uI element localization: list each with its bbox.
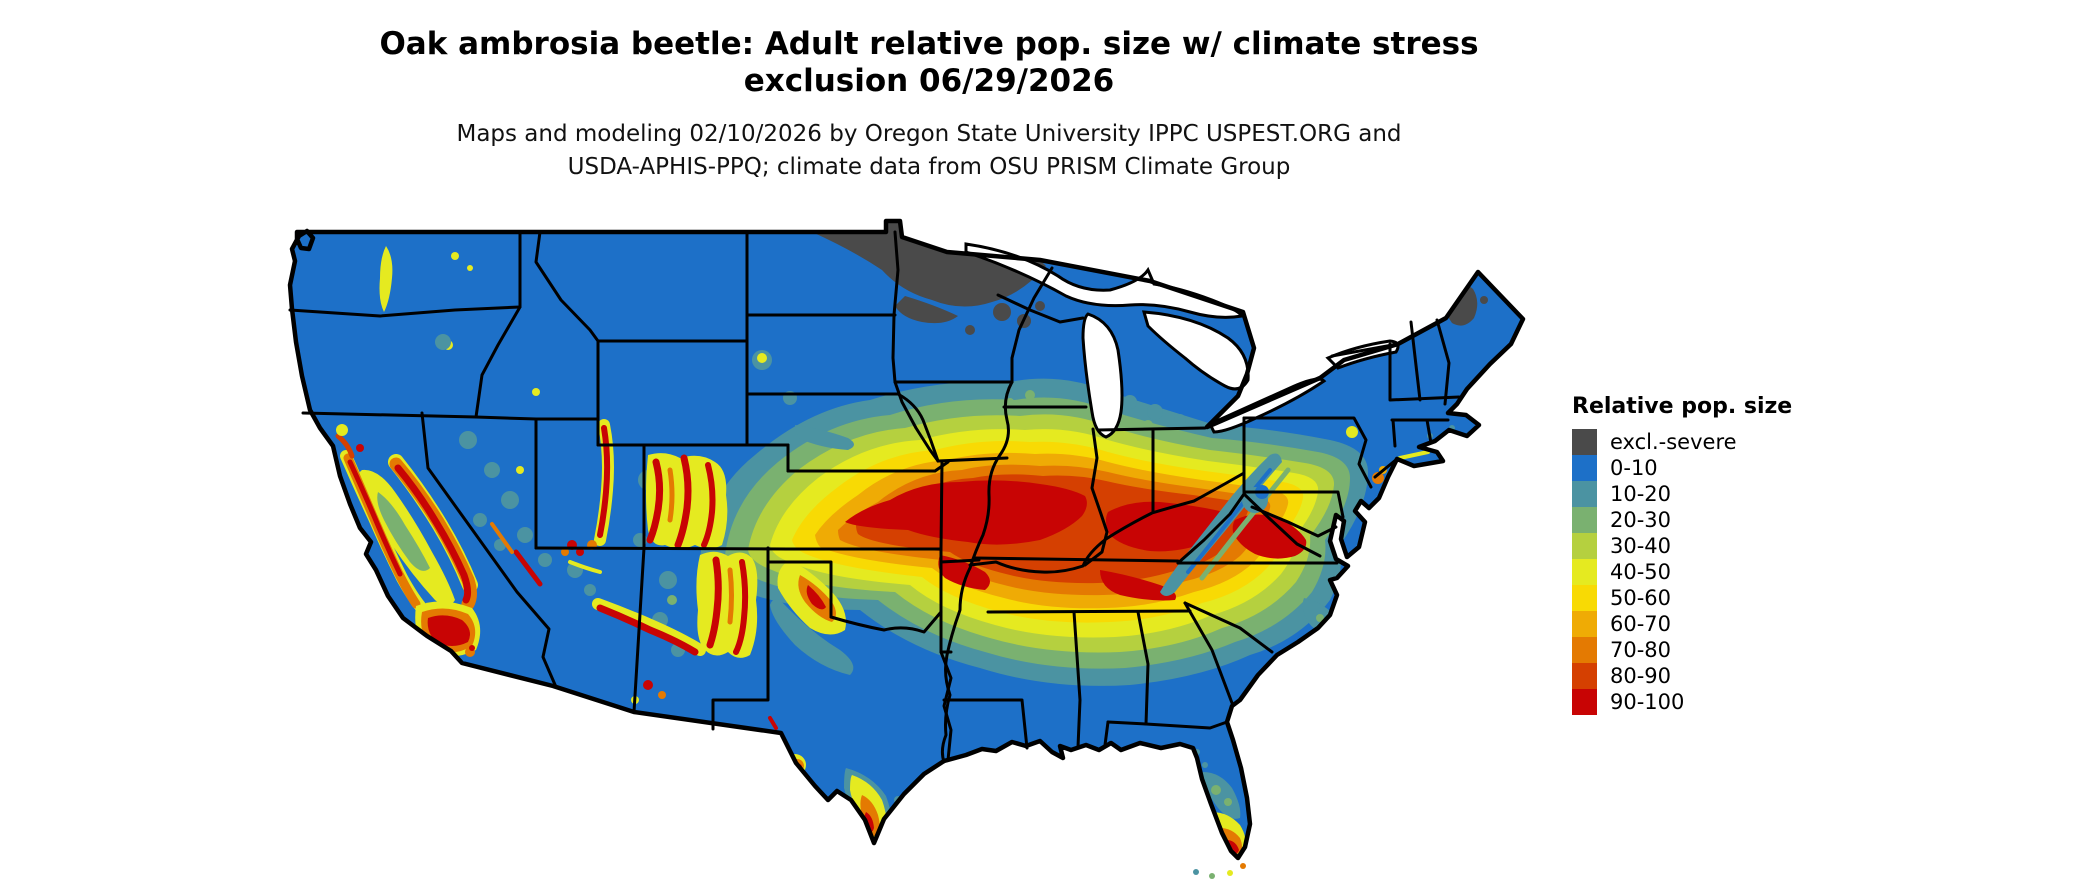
- legend-row-10-20: 10-20: [1572, 481, 1792, 507]
- legend-label: 90-100: [1610, 690, 1685, 714]
- legend-row-0-10: 0-10: [1572, 455, 1792, 481]
- legend-swatch-90-100: [1572, 689, 1597, 715]
- legend-row-70-80: 70-80: [1572, 637, 1792, 663]
- lake-erie: [1207, 377, 1327, 434]
- heat-western-ridges: [335, 246, 828, 801]
- legend-swatch-70-80: [1572, 637, 1597, 663]
- legend-swatch-0-10: [1572, 455, 1597, 481]
- legend-title: Relative pop. size: [1572, 394, 1793, 419]
- legend-label: 60-70: [1610, 612, 1672, 636]
- legend-label: 70-80: [1610, 638, 1672, 662]
- title-line-2: exclusion 06/29/2026: [743, 63, 1115, 99]
- legend-row-60-70: 60-70: [1572, 611, 1792, 637]
- heat-southern-plains: [770, 560, 854, 675]
- legend-row-20-30: 20-30: [1572, 507, 1792, 533]
- legend-swatch-60-70: [1572, 611, 1597, 637]
- heat-belt-rings: [700, 378, 1368, 686]
- legend: Relative pop. size excl.-severe 0-10 10-20…: [1572, 394, 1792, 715]
- legend-swatch-20-30: [1572, 507, 1597, 533]
- us-outline: [287, 218, 1526, 861]
- legend-row-50-60: 50-60: [1572, 585, 1792, 611]
- subtitle-line-1: Maps and modeling 02/10/2026 by Oregon S…: [456, 121, 1402, 147]
- legend-label: 20-30: [1610, 508, 1672, 532]
- page-title: Oak ambrosia beetle: Adult relative pop.…: [0, 26, 1858, 100]
- legend-row-40-50: 40-50: [1572, 559, 1792, 585]
- legend-row-excl.-severe: excl.-severe: [1572, 429, 1792, 455]
- legend-swatch-80-90: [1572, 663, 1597, 689]
- legend-swatch-50-60: [1572, 585, 1597, 611]
- legend-label: excl.-severe: [1610, 430, 1737, 454]
- legend-label: 40-50: [1610, 560, 1672, 584]
- heat-layers: [335, 221, 1488, 854]
- subtitle-line-2: USDA-APHIS-PPQ; climate data from OSU PR…: [567, 154, 1291, 180]
- legend-label: 10-20: [1610, 482, 1672, 506]
- state-borders: [288, 230, 1461, 764]
- legend-swatch-excl.-severe: [1572, 429, 1597, 455]
- legend-rows: excl.-severe 0-10 10-20 20-30 30-40 40-50 50-6…: [1572, 429, 1792, 715]
- legend-label: 0-10: [1610, 456, 1658, 480]
- legend-row-80-90: 80-90: [1572, 663, 1792, 689]
- lake-michigan: [1081, 312, 1124, 439]
- legend-label: 50-60: [1610, 586, 1672, 610]
- title-line-1: Oak ambrosia beetle: Adult relative pop.…: [379, 26, 1479, 62]
- subtitle: Maps and modeling 02/10/2026 by Oregon S…: [0, 118, 1858, 184]
- florida-keys-dots: [1193, 863, 1246, 879]
- legend-swatch-10-20: [1572, 481, 1597, 507]
- legend-row-90-100: 90-100: [1572, 689, 1792, 715]
- legend-swatch-40-50: [1572, 559, 1597, 585]
- legend-label: 80-90: [1610, 664, 1672, 688]
- legend-label: 30-40: [1610, 534, 1672, 558]
- legend-row-30-40: 30-40: [1572, 533, 1792, 559]
- legend-swatch-30-40: [1572, 533, 1597, 559]
